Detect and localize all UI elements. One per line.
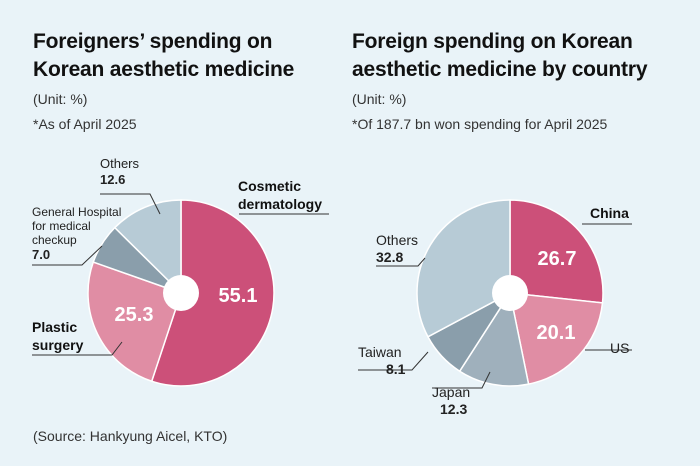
left-chart-title: Foreigners’ spending on Korean aesthetic… bbox=[33, 28, 294, 84]
label-others-right-name: Others bbox=[376, 232, 419, 248]
label-general-line3: checkup bbox=[32, 233, 77, 247]
slice-china bbox=[509, 199, 604, 304]
slice-others-left bbox=[113, 199, 182, 295]
label-others-right-value: 32.8 bbox=[376, 249, 404, 265]
label-taiwan: Taiwan 8.1 bbox=[358, 344, 405, 378]
leader-japan bbox=[432, 371, 491, 389]
left-title-line2: Korean aesthetic medicine bbox=[33, 58, 295, 81]
label-japan-value: 12.3 bbox=[440, 401, 468, 417]
leader-lines-left bbox=[32, 193, 329, 356]
label-others-right: Others 32.8 bbox=[376, 232, 418, 266]
label-plastic-line2: surgery bbox=[32, 337, 84, 353]
label-cosmetic: Cosmetic dermatology bbox=[238, 177, 322, 213]
left-title-line1: Foreigners’ spending on bbox=[33, 30, 273, 53]
label-others-left-value: 12.6 bbox=[100, 172, 126, 187]
label-cosmetic-line2: dermatology bbox=[238, 196, 323, 212]
label-general-line2: for medical bbox=[32, 219, 91, 233]
slice-japan bbox=[458, 291, 530, 387]
leader-taiwan bbox=[358, 351, 429, 371]
label-plastic: Plastic surgery bbox=[32, 318, 83, 354]
right-chart-title: Foreign spending on Korean aesthetic med… bbox=[352, 28, 647, 84]
leader-others-left bbox=[100, 193, 161, 215]
label-others-left: Others 12.6 bbox=[100, 156, 139, 188]
slice-cosmetic-dermatology bbox=[150, 199, 275, 387]
pie-chart-right: 26.7 20.1 bbox=[416, 199, 604, 387]
leader-others-right bbox=[376, 257, 426, 267]
value-label-plastic: 25.3 bbox=[115, 304, 154, 326]
label-china: China bbox=[590, 205, 629, 221]
right-note: *Of 187.7 bn won spending for April 2025 bbox=[352, 116, 608, 132]
left-note: *As of April 2025 bbox=[33, 116, 137, 132]
right-title-line2: aesthetic medicine by country bbox=[352, 58, 648, 81]
slice-us bbox=[509, 292, 604, 386]
label-taiwan-value: 8.1 bbox=[386, 361, 406, 377]
leader-plastic bbox=[32, 341, 123, 356]
label-japan-name: Japan bbox=[432, 384, 471, 400]
label-japan: Japan 12.3 bbox=[432, 384, 470, 418]
slice-plastic-surgery bbox=[87, 261, 182, 383]
label-taiwan-name: Taiwan bbox=[358, 344, 402, 360]
leader-general bbox=[32, 245, 103, 266]
label-general-line1: General Hospital bbox=[32, 205, 122, 219]
left-unit: (Unit: %) bbox=[33, 91, 88, 107]
label-us: US bbox=[610, 340, 630, 356]
label-general-hospital: General Hospital for medical checkup 7.0 bbox=[32, 205, 121, 263]
leader-lines-right bbox=[358, 223, 632, 389]
value-label-cosmetic: 55.1 bbox=[219, 285, 258, 307]
pie-right-hole bbox=[492, 275, 528, 311]
right-title-line1: Foreign spending on Korean bbox=[352, 30, 633, 53]
label-general-value: 7.0 bbox=[32, 247, 51, 262]
slice-others-right bbox=[416, 199, 511, 338]
pie-left-hole bbox=[163, 275, 199, 311]
label-cosmetic-line1: Cosmetic bbox=[238, 178, 302, 194]
right-unit: (Unit: %) bbox=[352, 91, 407, 107]
value-label-china: 26.7 bbox=[538, 248, 577, 270]
pie-chart-left: 55.1 25.3 bbox=[87, 199, 275, 387]
label-plastic-line1: Plastic bbox=[32, 319, 78, 335]
value-label-us: 20.1 bbox=[537, 322, 576, 344]
label-others-left-name: Others bbox=[100, 156, 140, 171]
source-note: (Source: Hankyung Aicel, KTO) bbox=[33, 428, 228, 444]
